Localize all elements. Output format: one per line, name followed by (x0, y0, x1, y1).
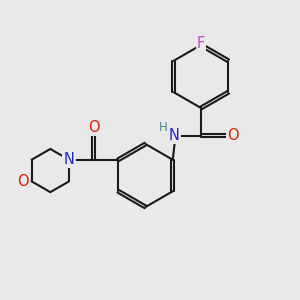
Text: O: O (88, 120, 99, 135)
Text: N: N (64, 152, 74, 167)
Text: O: O (17, 174, 29, 189)
Text: F: F (197, 36, 205, 51)
Text: H: H (158, 121, 167, 134)
Text: N: N (169, 128, 179, 143)
Text: O: O (227, 128, 239, 143)
